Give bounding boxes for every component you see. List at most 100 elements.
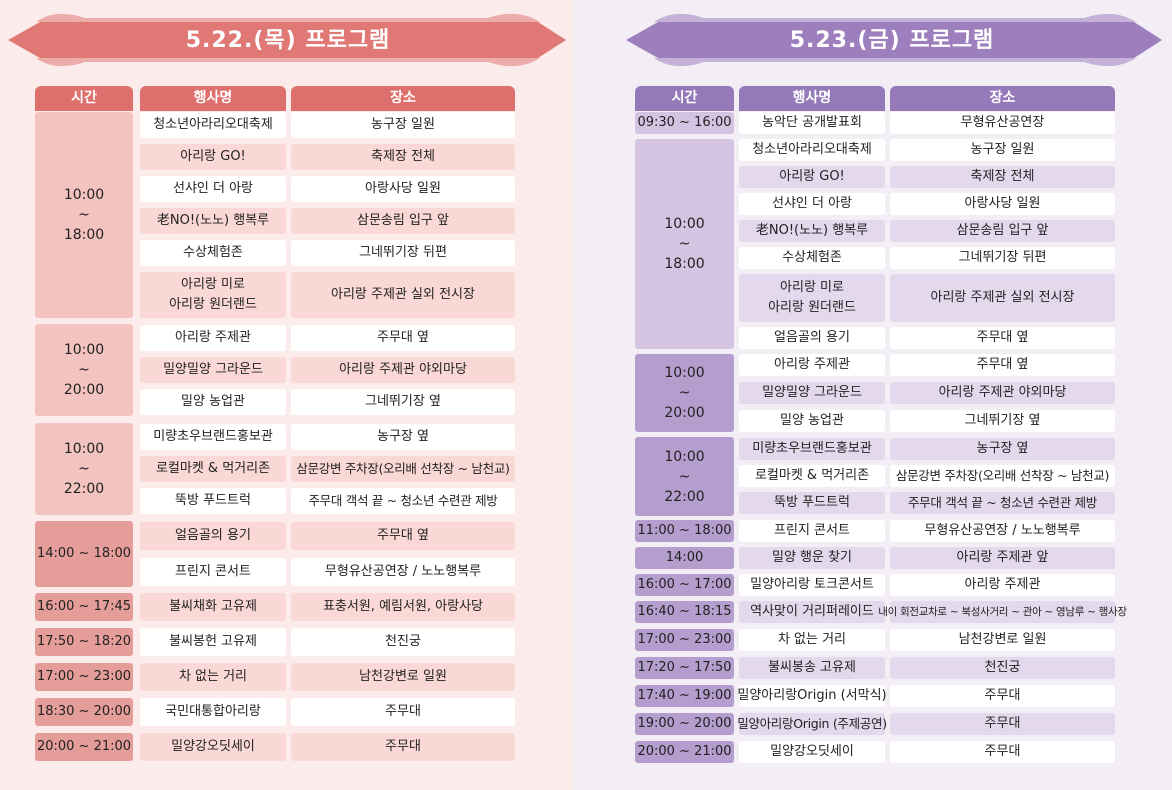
venue: 축제장 전체 [890, 166, 1115, 188]
left-time-block: 10:00 ~ 22:00 [35, 423, 133, 515]
left-title-banner [8, 13, 566, 67]
event-name: 미량초우브랜드홍보관 [739, 438, 885, 460]
event-name: 아리랑 GO! [140, 144, 286, 170]
time-cell: 19:00 ~ 20:00 [635, 713, 734, 735]
time-start: 10:00 [63, 342, 105, 358]
venue: 그네뛰기장 옆 [890, 410, 1115, 432]
time-separator: ~ [678, 468, 691, 485]
venue: 주무대 옆 [291, 325, 515, 351]
event-name: 老NO!(노노) 행복루 [739, 220, 885, 242]
event-name: 밀양강오딧세이 [739, 741, 885, 763]
venue: 주무대 [890, 685, 1115, 707]
venue: 그네뛰기장 옆 [291, 389, 515, 415]
time-end: 18:00 [664, 256, 705, 272]
venue: 주무대 객석 끝 ~ 청소년 수련관 제방 [890, 492, 1115, 514]
time-end: 22:00 [63, 481, 105, 497]
event-name: 불씨채화 고유제 [140, 593, 286, 621]
time-cell: 17:20 ~ 17:50 [635, 657, 734, 679]
venue: 주무대 옆 [890, 327, 1115, 349]
venue: 농구장 옆 [291, 424, 515, 450]
right-header-event: 행사명 [739, 86, 885, 111]
schedule-panel-0523: 5.23.(금) 프로그램 시간 행사명 장소 09:30 ~ 16:00 농악… [574, 0, 1172, 790]
event-name: 청소년아라리오대축제 [140, 112, 286, 138]
event-name: 밀양밀양 그라운드 [739, 382, 885, 404]
event-name: 청소년아라리오대축제 [739, 139, 885, 161]
event-name: 프린지 콘서트 [140, 558, 286, 586]
event-name: 얼음골의 용기 [739, 327, 885, 349]
event-name: 수상체험존 [140, 240, 286, 266]
event-name-line: 아리랑 미로 [780, 280, 844, 295]
time-cell: 14:00 [635, 547, 734, 569]
time-cell: 11:00 ~ 18:00 [635, 520, 734, 542]
venue: 아리랑 주제관 실외 전시장 [291, 272, 515, 318]
event-name-line: 아리랑 원더랜드 [768, 300, 856, 315]
venue: 아리랑 주제관 앞 [890, 547, 1115, 569]
right-header-venue: 장소 [890, 86, 1115, 111]
venue: 무형유산공연장 [890, 112, 1115, 134]
time-start: 10:00 [664, 365, 705, 381]
time-cell: 17:50 ~ 18:20 [35, 628, 133, 656]
venue: 삼문강변 주차장(오리배 선착장 ~ 남천교) [291, 456, 515, 482]
venue: 무형유산공연장 / 노노행복루 [890, 520, 1115, 542]
event-name: 차 없는 거리 [739, 629, 885, 651]
event-name: 선샤인 더 아랑 [739, 193, 885, 215]
right-time-block: 10:00 ~ 22:00 [635, 437, 734, 516]
venue: 천진궁 [291, 628, 515, 656]
event-name: 차 없는 거리 [140, 663, 286, 691]
event-name: 老NO!(노노) 행복루 [140, 208, 286, 234]
event-name-line: 아리랑 원더랜드 [169, 297, 257, 312]
event-name: 아리랑 주제관 [739, 354, 885, 376]
venue: 주무대 [890, 741, 1115, 763]
venue: 삼문송림 입구 앞 [890, 220, 1115, 242]
venue: 아리랑 주제관 야외마당 [291, 357, 515, 383]
right-time-block: 10:00 ~ 18:00 [635, 139, 734, 349]
venue: 삼문송림 입구 앞 [291, 208, 515, 234]
venue: 천진궁 [890, 657, 1115, 679]
event-name: 밀양아리랑 토크콘서트 [739, 574, 885, 596]
time-cell: 17:40 ~ 19:00 [635, 685, 734, 707]
left-header-time: 시간 [35, 86, 133, 111]
left-time-block: 10:00 ~ 20:00 [35, 324, 133, 416]
event-name: 국민대통합아리랑 [140, 698, 286, 726]
time-start: 10:00 [664, 448, 705, 465]
venue: 내이 회전교차로 ~ 북성사거리 ~ 관아 ~ 영남루 ~ 행사장 [878, 601, 1127, 623]
venue: 농구장 옆 [890, 438, 1115, 460]
event-name: 로컬마켓 & 먹거리존 [140, 456, 286, 482]
event-name: 로컬마켓 & 먹거리존 [739, 465, 885, 487]
event-name: 얼음골의 용기 [140, 522, 286, 550]
venue: 삼문강변 주차장(오리배 선착장 ~ 남천교) [890, 465, 1115, 487]
venue: 주무대 객석 끝 ~ 청소년 수련관 제방 [291, 488, 515, 514]
event-name: 아리랑 미로 아리랑 원더랜드 [140, 272, 286, 318]
time-separator: ~ [678, 236, 691, 252]
right-page-title: 5.23.(금) 프로그램 [789, 28, 995, 53]
venue: 농구장 일원 [890, 139, 1115, 161]
event-name: 아리랑 주제관 [140, 325, 286, 351]
event-name: 밀양 농업관 [739, 410, 885, 432]
venue: 주무대 옆 [890, 354, 1115, 376]
event-name: 프린지 콘서트 [739, 520, 885, 542]
venue: 아랑사당 일원 [291, 176, 515, 202]
event-name: 선샤인 더 아랑 [140, 176, 286, 202]
event-name: 뚝방 푸드트럭 [739, 492, 885, 514]
left-time-block: 14:00 ~ 18:00 [35, 521, 133, 587]
event-name: 밀양아리랑Origin (주제공연) [737, 713, 887, 735]
time-start: 10:00 [63, 187, 105, 203]
event-name: 수상체험존 [739, 247, 885, 269]
time-cell: 09:30 ~ 16:00 [635, 112, 734, 134]
event-name: 뚝방 푸드트럭 [140, 488, 286, 514]
venue: 표충서원, 예림서원, 아랑사당 [291, 593, 515, 621]
event-name-line: 아리랑 미로 [181, 277, 245, 292]
time-cell: 16:00 ~ 17:45 [35, 593, 133, 621]
venue: 그네뛰기장 뒤편 [291, 240, 515, 266]
time-end: 20:00 [63, 382, 105, 398]
time-separator: ~ [678, 385, 691, 401]
time-cell: 16:40 ~ 18:15 [635, 601, 734, 623]
event-name: 밀양아리랑Origin (서막식) [737, 685, 887, 707]
time-cell: 18:30 ~ 20:00 [35, 698, 133, 726]
left-page-title: 5.22.(목) 프로그램 [185, 28, 391, 53]
event-name: 밀양강오딧세이 [140, 733, 286, 761]
venue: 주무대 옆 [291, 522, 515, 550]
venue: 아랑사당 일원 [890, 193, 1115, 215]
time-cell: 16:00 ~ 17:00 [635, 574, 734, 596]
venue: 아리랑 주제관 야외마당 [890, 382, 1115, 404]
